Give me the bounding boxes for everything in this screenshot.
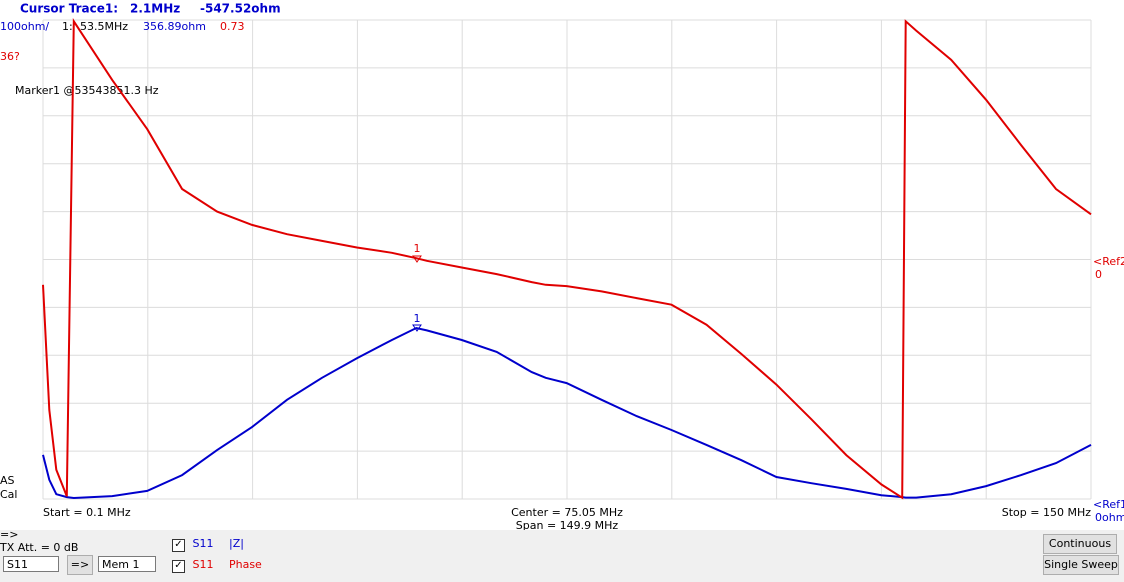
marker-note: Marker1 @53543851.3 Hz xyxy=(15,84,159,97)
grid xyxy=(42,19,1092,500)
trace1-param: S11 xyxy=(192,537,214,550)
ref2: <Ref2 xyxy=(1093,255,1124,268)
checkbox[interactable]: ✓ xyxy=(172,560,185,573)
chart-background xyxy=(0,0,1124,530)
trace1-name: |Z| xyxy=(228,537,244,550)
stop-label: Stop = 150 MHz xyxy=(1002,506,1091,519)
tx-att: TX Att. = 0 dB xyxy=(0,541,79,554)
trace2-name: Phase xyxy=(228,558,262,571)
trace-line xyxy=(42,18,1092,500)
marker-index: 1: xyxy=(62,20,73,33)
arrow-button[interactable]: => xyxy=(67,555,93,575)
trace1-toggle[interactable]: ✓ S11 |Z| xyxy=(172,537,244,552)
as-label: AS xyxy=(0,474,15,487)
arrow-label: => xyxy=(0,528,19,541)
continuous-button[interactable]: Continuous xyxy=(1043,534,1117,554)
single-sweep-button[interactable]: Single Sweep xyxy=(1043,555,1119,575)
marker-phase: 0.73 xyxy=(220,20,245,33)
chart: Cursor Trace1: 2.1MHz -547.52ohm 100ohm/… xyxy=(0,0,1124,530)
marker-z: 356.89ohm xyxy=(143,20,206,33)
ref1-value: 0ohm xyxy=(1095,511,1124,524)
cursor-freq: 2.1MHz xyxy=(130,2,180,16)
marker-freq: 53.5MHz xyxy=(80,20,128,33)
ref2-value: 0 xyxy=(1095,268,1102,281)
port-select[interactable]: S11 xyxy=(3,556,59,572)
scale-z: 100ohm/ xyxy=(0,20,49,33)
trace2-toggle[interactable]: ✓ S11 Phase xyxy=(172,558,262,573)
trace2-param: S11 xyxy=(192,558,214,571)
cal-label: Cal xyxy=(0,488,17,501)
cursor-value: -547.52ohm xyxy=(200,2,281,16)
center-label: Center = 75.05 MHz xyxy=(511,506,623,519)
checkbox[interactable]: ✓ xyxy=(172,539,185,552)
ref1: <Ref1 xyxy=(1093,498,1124,511)
scale-phase: 36? xyxy=(0,50,20,63)
cursor-label: Cursor Trace1: xyxy=(20,2,118,16)
span-label: Span = 149.9 MHz xyxy=(516,519,619,530)
marker-tag: 1 xyxy=(414,242,421,255)
trace-line xyxy=(42,326,1092,500)
mem-select[interactable]: Mem 1 xyxy=(98,556,156,572)
marker-tag: 1 xyxy=(414,312,421,325)
start-label: Start = 0.1 MHz xyxy=(43,506,131,519)
